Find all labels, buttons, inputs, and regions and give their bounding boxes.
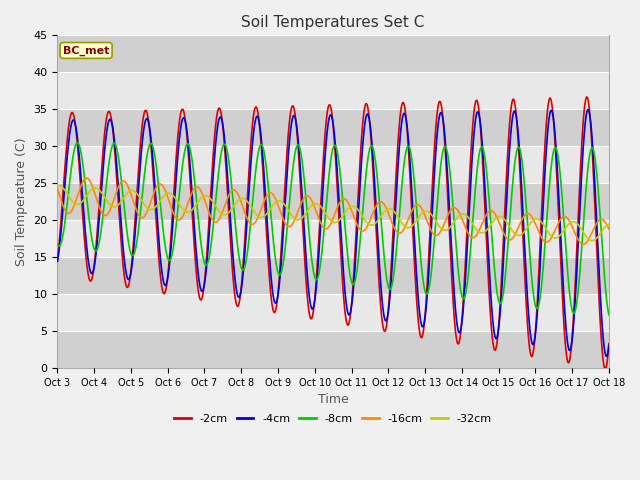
Title: Soil Temperatures Set C: Soil Temperatures Set C [241, 15, 425, 30]
Bar [58, 257, 609, 294]
Legend: -2cm, -4cm, -8cm, -16cm, -32cm: -2cm, -4cm, -8cm, -16cm, -32cm [170, 410, 497, 429]
Bar [58, 36, 609, 72]
Text: BC_met: BC_met [63, 45, 109, 56]
Bar [58, 109, 609, 146]
X-axis label: Time: Time [318, 393, 349, 406]
Bar [58, 331, 609, 368]
Bar [58, 183, 609, 220]
Y-axis label: Soil Temperature (C): Soil Temperature (C) [15, 137, 28, 266]
